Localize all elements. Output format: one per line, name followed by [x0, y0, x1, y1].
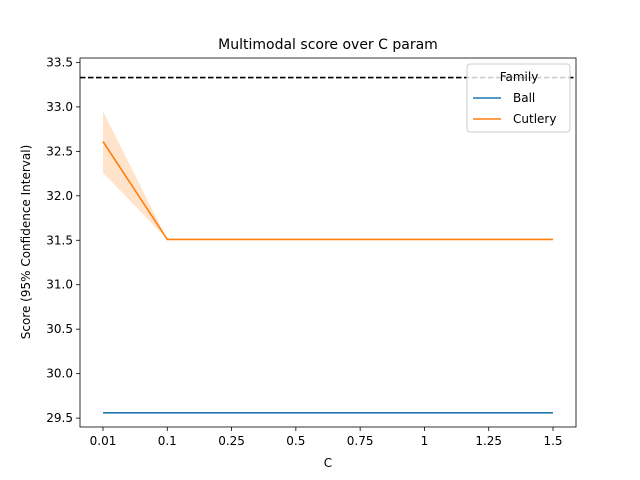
y-tick-label: 33.5	[46, 55, 73, 69]
x-axis-ticks: 0.01 0.1 0.25 0.5 0.75 1 1.25 1.5	[90, 427, 563, 448]
y-tick-label: 31.5	[46, 233, 73, 247]
y-tick-label: 30.5	[46, 322, 73, 336]
x-tick-label: 1	[421, 434, 429, 448]
legend-title: Family	[500, 70, 539, 84]
plot-frame	[79, 57, 577, 428]
x-tick-label: 0.75	[347, 434, 374, 448]
y-axis-label: Score (95% Confidence Interval)	[19, 145, 33, 340]
legend: Family Ball Cutlery	[466, 63, 571, 133]
x-tick-label: 0.1	[158, 434, 177, 448]
x-axis-label: C	[324, 456, 332, 470]
x-tick-label: 1.25	[475, 434, 502, 448]
y-tick-label: 33.0	[46, 100, 73, 114]
y-tick-label: 32.0	[46, 189, 73, 203]
legend-label-cutlery: Cutlery	[513, 112, 556, 126]
series-line-cutlery	[102, 141, 553, 241]
series-lines	[102, 141, 553, 414]
legend-box	[466, 63, 571, 133]
x-tick-label: 0.01	[90, 434, 117, 448]
x-tick-label: 0.25	[218, 434, 245, 448]
x-tick-label: 0.5	[286, 434, 305, 448]
chart-title: Multimodal score over C param	[218, 37, 438, 53]
y-tick-label: 31.0	[46, 278, 73, 292]
y-tick-label: 32.5	[46, 144, 73, 158]
y-tick-label: 30.0	[46, 367, 73, 381]
y-tick-label: 29.5	[46, 411, 73, 425]
legend-label-ball: Ball	[513, 91, 535, 105]
y-axis-ticks: 29.5 30.0 30.5 31.0 31.5 32.0 32.5 33.0 33.5	[46, 55, 80, 425]
x-tick-label: 1.5	[543, 434, 562, 448]
